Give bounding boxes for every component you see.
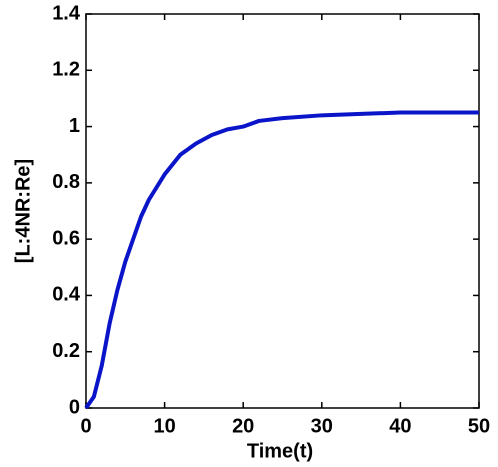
y-tick-label: 1 — [69, 115, 80, 137]
plot-frame — [85, 13, 480, 409]
x-tick-label: 50 — [468, 415, 490, 437]
x-tick-label: 30 — [311, 415, 333, 437]
y-tick-label: 1.4 — [52, 2, 81, 24]
y-tick-label: 0.8 — [52, 171, 80, 193]
y-tick-label: 0.4 — [52, 284, 81, 306]
y-tick-label: 1.2 — [52, 59, 80, 81]
x-axis-label: Time(t) — [247, 440, 313, 462]
line-series — [84, 110, 479, 410]
y-axis-label: [L:4NR:Re] — [12, 159, 34, 263]
x-tick-label: 0 — [80, 415, 91, 437]
x-tick-label: 10 — [153, 415, 175, 437]
y-tick-label: 0 — [69, 396, 80, 418]
x-tick-label: 40 — [389, 415, 411, 437]
x-tick-label: 20 — [232, 415, 254, 437]
y-tick-label: 0.6 — [52, 227, 80, 249]
y-tick-label: 0.2 — [52, 340, 80, 362]
